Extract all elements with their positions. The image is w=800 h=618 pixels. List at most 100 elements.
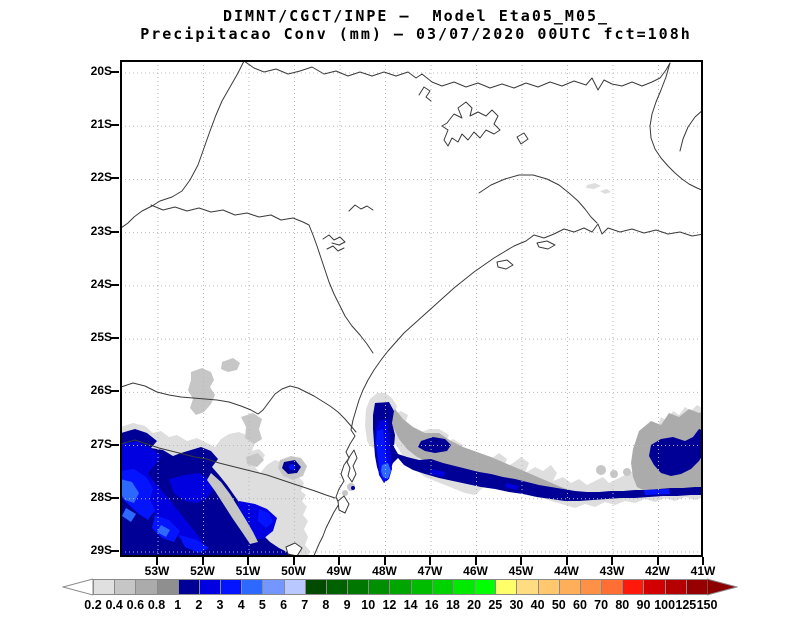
lon-axis-tick [383,557,386,565]
lat-axis-label: 20S [90,64,112,78]
coastal-lagoon [285,542,303,555]
colorbar-cell [177,580,199,594]
precip-offshore-band [365,183,701,508]
colorbar-cell [93,580,115,594]
colorbar-cell [431,580,453,594]
colorbar-boundary-label: 5 [258,598,266,612]
plot-title-line2: Precipitacao Conv (mm) — 03/07/2020 00UT… [140,25,692,43]
lon-axis-tick [201,557,204,565]
lat-axis-label: 28S [90,489,112,504]
lake-furnas [441,101,501,147]
colorbar-boundary-label: 7 [301,598,309,612]
colorbar-cell [114,580,136,594]
lon-axis-label: 47W [417,564,443,578]
lat-axis-tick [110,230,119,233]
colorbar-cell [601,580,623,594]
state-border-sc-south [122,439,336,499]
colorbar-boundary-label: 20 [467,598,482,612]
lat-axis-label: 27S [90,436,112,451]
colorbar-boundary-label: 150 [696,598,718,612]
island-sao-sebastiao [496,259,514,270]
colorbar-boundary-label: 8 [322,598,330,612]
lon-axis-label: 48W [372,564,397,578]
colorbar-cell [368,580,390,594]
lon-axis-tick [156,557,158,565]
colorbar-cell [664,580,686,594]
lon-axis-label: 50W [281,564,306,578]
colorbar-boundary-label: 90 [636,598,651,612]
plot-title-line1: DIMNT/CGCT/INPE — Model Eta05_M05_ [222,7,610,25]
colorbar-cell [643,580,665,594]
colorbar-boundary-label: 2 [195,598,203,612]
colorbar-cell [135,580,157,594]
colorbar-boundary-label: 25 [488,598,503,612]
lon-axis-label: 44W [554,564,579,578]
lon-axis-label: 45W [508,564,534,578]
state-border-mg-sp [244,62,671,91]
map-frame [120,60,703,557]
colorbar-boundary-label: 6 [280,598,288,612]
colorbar-boundary-label: 0.2 [84,598,102,612]
lat-axis-label: 21S [90,117,112,132]
river-squiggle-2 [322,234,346,246]
colorbar-boundary-label: 9 [343,598,351,612]
colorbar-cell [685,580,707,594]
lon-axis-tick [338,557,340,565]
state-border-mg-rj [649,62,701,191]
lon-axis-tick [292,557,295,565]
colorbar-boundary-label: 16 [424,598,439,612]
lat-axis-tick [110,549,119,552]
colorbar-cell [410,580,432,594]
river-squiggle-4 [418,86,432,102]
lon-axis-tick [702,557,704,565]
colorbar-cell [325,580,348,594]
colorbar-cell [262,580,284,594]
colorbar-cell [516,580,538,594]
lat-axis-label: 24S [90,276,112,291]
lon-axis-tick [520,557,522,565]
lat-axis-tick [110,337,119,340]
lon-axis-label: 52W [190,564,215,578]
lat-axis-label: 29S [90,542,112,557]
lat-axis-label: 25S [90,330,112,345]
colorbar-boundary-label: 3 [216,598,224,612]
colorbar-boundary-label: 80 [615,598,630,612]
colorbar-boundary-label: 125 [675,598,697,612]
boundary-lines [122,62,701,555]
colorbar-cell [389,580,411,594]
colorbar-boundary-label: 4 [237,598,245,612]
island-santa-catarina [337,495,350,514]
colorbar-cell [304,580,326,594]
colorbar-boundary-label: 10 [361,598,376,612]
lon-axis-label: 46W [463,564,488,578]
coastal-peninsula [346,449,358,483]
colorbar-cell [474,580,496,594]
colorbar-boundary-label: 0.4 [105,598,123,612]
colorbar-boundary-label: 30 [509,598,524,612]
lon-axis-tick [247,557,249,565]
colorbar-boundary-label: 14 [403,598,418,612]
island-ilha-grande [536,240,556,250]
lat-axis-tick [110,177,119,180]
lon-axis-label: 42W [645,564,670,578]
colorbar-cell [156,580,178,594]
lon-axis-label: 53W [144,564,170,578]
lat-axis-tick [110,390,119,393]
lat-axis-tick [110,124,119,127]
colorbar-cell [198,580,221,594]
lon-axis-tick [565,557,568,565]
colorbar-cell [558,580,580,594]
lat-axis-tick [110,496,119,499]
lat-axis-label: 23S [90,223,112,238]
colorbar-boundary-label: 12 [382,598,397,612]
colorbar-cell [241,580,263,594]
colorbar-cell [537,580,559,594]
lon-axis-label: 43W [599,564,625,578]
precip-southwest-mass [122,358,355,555]
colorbar-boundary-label: 40 [530,598,545,612]
map-canvas [122,62,701,555]
coastline [313,223,701,555]
colorbar-boundary-label: 18 [445,598,460,612]
colorbar-boundary-label: 0.6 [126,598,145,612]
